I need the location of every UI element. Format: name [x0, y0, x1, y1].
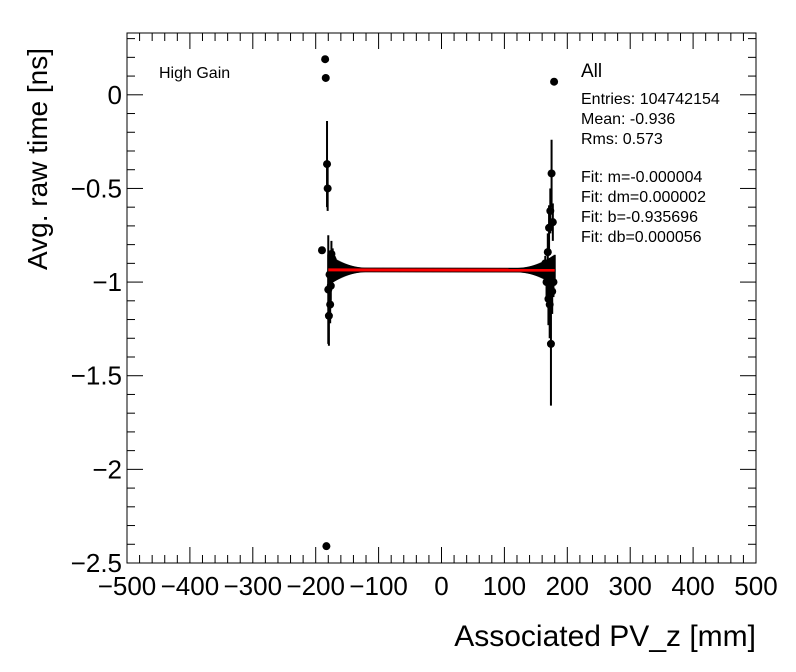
data-point [548, 203, 557, 241]
marker [326, 281, 335, 290]
x-tick-label: −100 [349, 571, 408, 601]
marker [547, 169, 556, 178]
y-tick-label: −0.5 [71, 173, 122, 203]
marker [548, 287, 557, 296]
data-point [321, 73, 330, 82]
marker [543, 248, 552, 257]
y-tick-label: −2 [92, 454, 122, 484]
axis-ticks [126, 33, 757, 564]
stats-fit-dm: Fit: dm=0.000002 [581, 189, 706, 206]
stats-fit-db: Fit: db=0.000056 [581, 229, 702, 246]
marker [330, 259, 339, 268]
x-tick-labels: −500 −400 −300 −200 −100 0 100 200 300 400 500 [98, 571, 778, 601]
x-tick-label: 200 [546, 571, 589, 601]
stats-fit-m: Fit: m=-0.000004 [581, 169, 703, 186]
stats-rms: Rms: 0.573 [581, 131, 663, 148]
y-axis-label: Avg. raw time [ns] [22, 47, 53, 270]
data-point [317, 246, 326, 255]
x-tick-label: 100 [483, 571, 526, 601]
y-tick-label: −1 [92, 267, 122, 297]
x-axis-label: Associated PV_z [mm] [454, 620, 756, 653]
data-point [326, 270, 335, 301]
y-tick-label: 0 [108, 80, 122, 110]
stats-fit-b: Fit: b=-0.935696 [581, 209, 698, 226]
data-point [323, 165, 332, 211]
x-tick-label: 500 [734, 571, 777, 601]
data-point [547, 139, 556, 208]
x-tick-label: 300 [609, 571, 652, 601]
data-point [549, 267, 558, 298]
data-point [546, 282, 555, 406]
x-tick-label: −300 [224, 571, 283, 601]
data-points [317, 55, 559, 551]
marker [323, 160, 332, 169]
x-tick-label: −400 [161, 571, 220, 601]
y-tick-labels: 0 −0.5 −1 −1.5 −2 −2.5 [71, 80, 122, 578]
marker [548, 218, 557, 227]
stats-mean: Mean: -0.936 [581, 111, 676, 128]
marker [549, 278, 558, 287]
data-point [322, 542, 331, 551]
data-point [321, 55, 330, 64]
marker [324, 311, 333, 320]
stats-title: All [581, 61, 603, 82]
marker [326, 300, 335, 309]
marker [322, 542, 331, 551]
data-point [330, 255, 339, 271]
y-tick-label: −2.5 [71, 548, 122, 578]
marker [321, 73, 330, 82]
marker [317, 246, 326, 255]
marker [321, 55, 330, 64]
x-tick-label: 0 [434, 571, 448, 601]
x-tick-label: −200 [286, 571, 345, 601]
marker [546, 339, 555, 348]
stats-entries: Entries: 104742154 [581, 91, 720, 108]
marker [323, 184, 332, 193]
marker [325, 270, 334, 279]
data-point [550, 77, 559, 86]
y-tick-label: −1.5 [71, 361, 122, 391]
x-tick-label: 400 [671, 571, 714, 601]
stats-box: All Entries: 104742154 Mean: -0.936 Rms:… [581, 62, 720, 248]
marker [550, 77, 559, 86]
x-tick-label: −500 [98, 571, 157, 601]
gain-annotation: High Gain [159, 65, 231, 82]
